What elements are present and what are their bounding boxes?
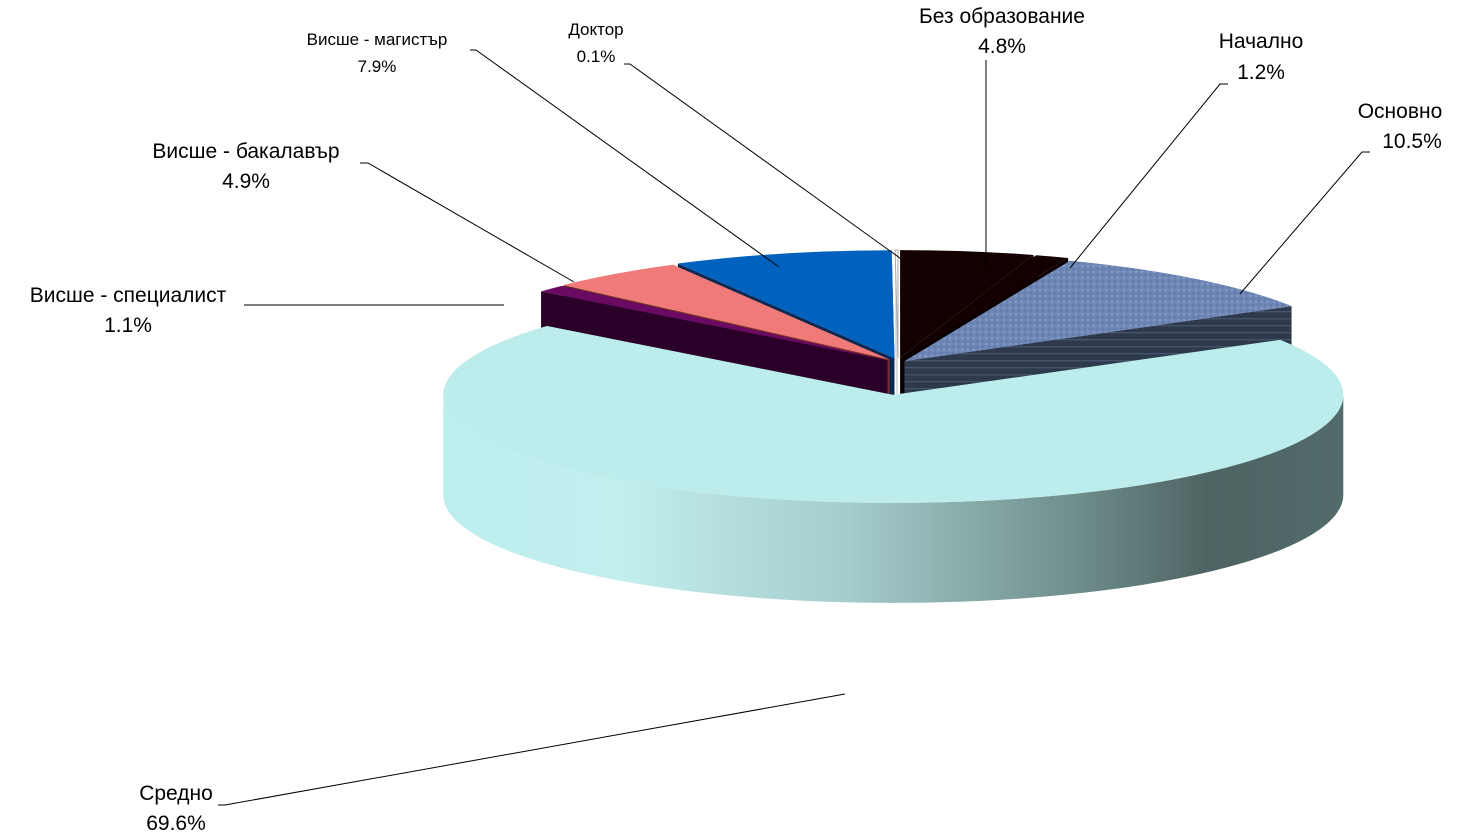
slice-value-label: 1.2% — [1237, 61, 1285, 84]
slice-value-label: 4.8% — [978, 35, 1026, 58]
slice-value-label: 69.6% — [146, 812, 206, 835]
leader-line — [470, 49, 780, 268]
slice-labels: Без образование 4.8% Начално 1.2% Основно 10.… — [30, 5, 1443, 835]
slice-value-label: 4.9% — [222, 170, 270, 193]
leader-lines — [218, 49, 1370, 806]
pie-slice-top — [541, 285, 888, 361]
pie-slice-side — [443, 394, 1344, 603]
slice-label: Основно — [1358, 100, 1443, 123]
leader-line — [1069, 83, 1228, 269]
leader-line — [624, 63, 905, 262]
slice-value-label: 10.5% — [1382, 130, 1442, 153]
slice-label: Доктор — [568, 20, 623, 39]
slice-value-label: 0.1% — [577, 47, 616, 66]
slice-label: Висше - специалист — [30, 284, 227, 307]
slice-label: Начално — [1219, 30, 1304, 53]
leader-line — [360, 162, 575, 283]
leader-line — [1239, 151, 1370, 295]
slice-label: Висше - магистър — [307, 30, 448, 49]
leader-line — [218, 693, 846, 806]
pie-slice-top — [443, 325, 1344, 503]
slice-value-label: 7.9% — [358, 57, 397, 76]
pie-slices — [443, 249, 1344, 603]
slice-label: Без образование — [919, 5, 1085, 28]
slice-label: Средно — [139, 782, 213, 805]
slice-value-label: 1.1% — [104, 314, 152, 337]
pie-slice-top — [902, 255, 1069, 359]
pie-slice-top — [904, 260, 1292, 362]
pie-slice — [443, 325, 1344, 603]
pie-slice-top — [894, 249, 899, 359]
pie-slice-top — [900, 250, 1034, 359]
pie-slice-top — [563, 264, 890, 360]
slice-label: Висше - бакалавър — [152, 140, 339, 163]
pie-slice-top — [677, 250, 895, 359]
